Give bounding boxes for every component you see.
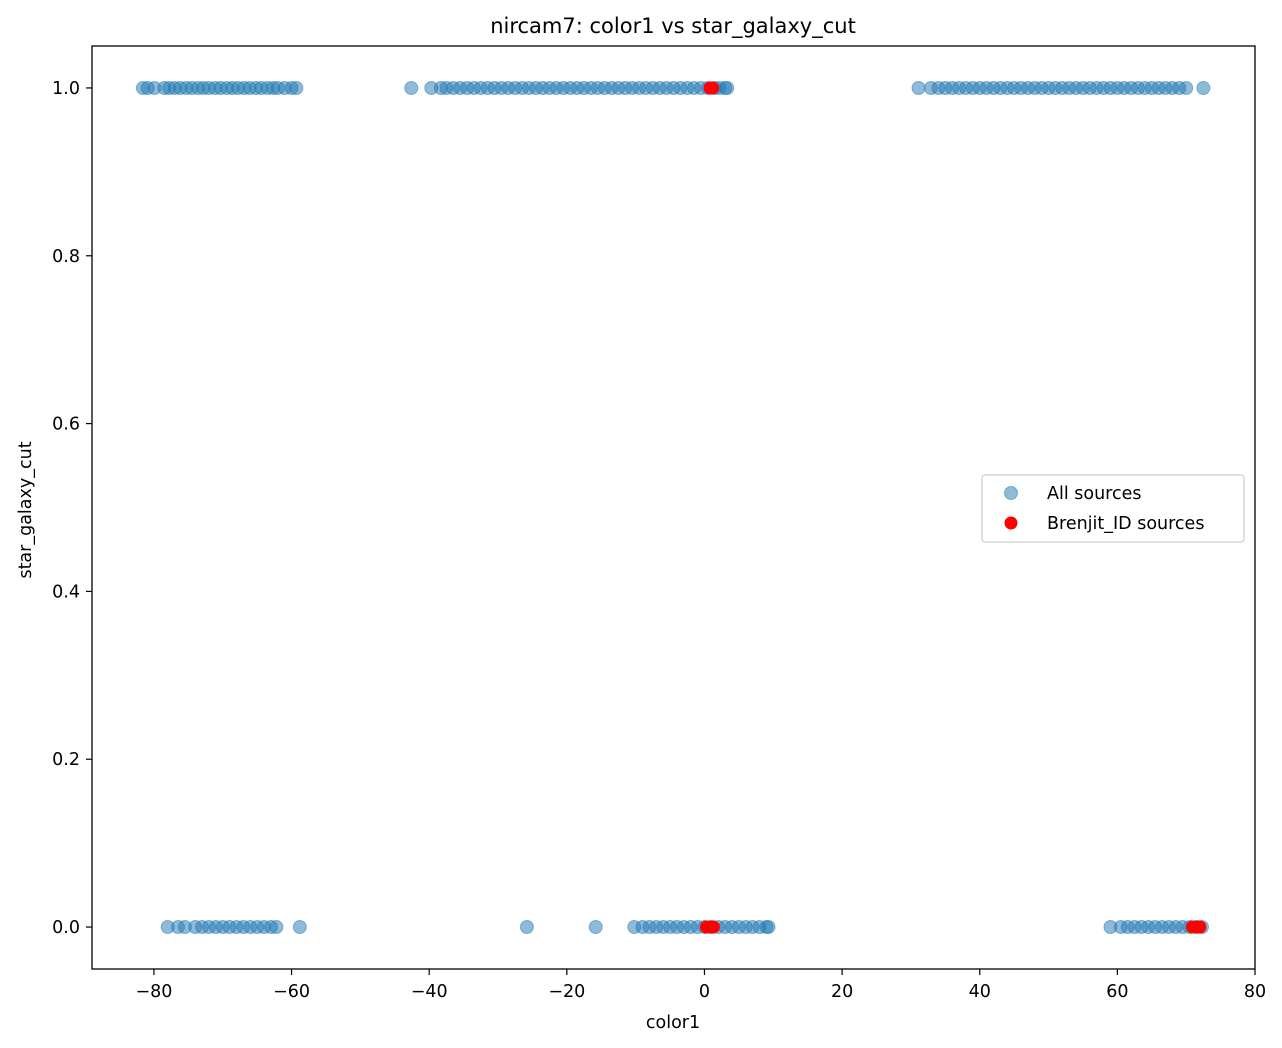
all-sources-point-73 <box>911 81 926 95</box>
x-tick-label: −80 <box>135 982 172 1002</box>
plot-area-frame <box>91 45 1256 970</box>
x-tick-label: 40 <box>969 982 991 1002</box>
x-tick-label: −20 <box>548 982 585 1002</box>
y-tick-label: 0.4 <box>52 582 80 602</box>
all-sources-point-72 <box>720 81 735 95</box>
all-sources-point-152 <box>761 920 776 934</box>
all-sources-point-128 <box>269 920 284 934</box>
x-tick-label: 80 <box>1244 982 1266 1002</box>
x-axis-label: color1 <box>646 1013 700 1033</box>
legend-marker-brenjit-sources <box>1004 516 1018 530</box>
plot-points <box>135 81 1211 934</box>
all-sources-point-112 <box>1196 81 1211 95</box>
all-sources-point-130 <box>519 920 534 934</box>
all-sources-point-26 <box>289 81 304 95</box>
all-sources-point-111 <box>1179 81 1194 95</box>
y-tick-label: 0.0 <box>52 918 80 938</box>
legend-marker-all-sources <box>1004 486 1018 500</box>
y-axis-label: star_galaxy_cut <box>16 441 36 578</box>
x-tick-label: 20 <box>831 982 853 1002</box>
y-tick-label: 0.8 <box>52 247 80 267</box>
all-sources-point-129 <box>292 920 307 934</box>
legend-frame <box>981 474 1245 543</box>
legend-label-all-sources: All sources <box>1047 484 1142 504</box>
x-tick-label: 0 <box>699 982 710 1002</box>
x-tick-label: −60 <box>273 982 310 1002</box>
legend: All sources Brenjit_ID sources <box>981 474 1245 543</box>
brenjit-point-4 <box>706 920 720 934</box>
brenjit-point-1 <box>706 81 720 95</box>
all-sources-point-27 <box>404 81 419 95</box>
legend-label-brenjit-sources: Brenjit_ID sources <box>1047 514 1204 534</box>
brenjit-point-7 <box>1193 920 1207 934</box>
x-tick-label: 60 <box>1106 982 1128 1002</box>
chart-title: nircam7: color1 vs star_galaxy_cut <box>490 14 856 39</box>
x-tick-label: −40 <box>411 982 448 1002</box>
y-tick-label: 1.0 <box>52 79 80 99</box>
y-tick-label: 0.2 <box>52 750 80 770</box>
y-axis: 0.0 0.2 0.4 0.6 0.8 1.0 <box>52 79 92 938</box>
y-tick-label: 0.6 <box>52 415 80 435</box>
x-axis: −80 −60 −40 −20 0 20 40 60 80 <box>135 969 1266 1002</box>
all-sources-point-131 <box>588 920 603 934</box>
